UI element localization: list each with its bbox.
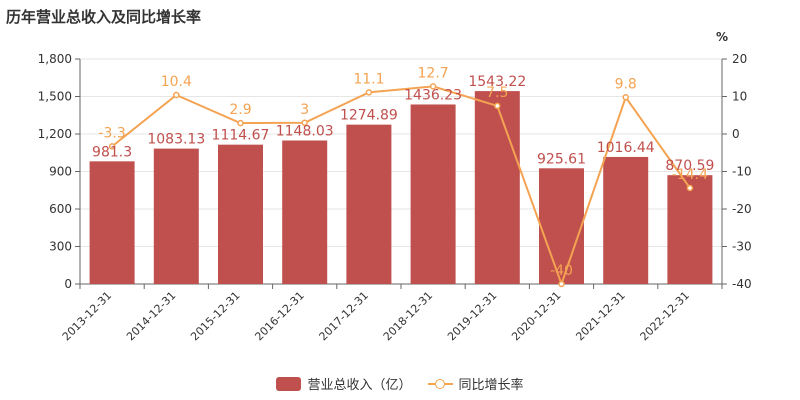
legend-bar-swatch <box>276 376 302 391</box>
y-right-tick-label: -10 <box>732 165 752 179</box>
line-point <box>686 184 694 192</box>
line-point <box>622 94 629 101</box>
line-value-label: 10.4 <box>161 74 192 90</box>
chart-legend: 营业总收入（亿） 同比增长率 <box>0 374 800 393</box>
bar-value-label: 1274.89 <box>340 108 398 124</box>
bar <box>539 168 584 284</box>
x-tick-label: 2020-12-31 <box>509 289 563 343</box>
bar-value-label: 981.3 <box>92 144 132 160</box>
y-right-tick-label: 20 <box>732 52 747 66</box>
legend-label-revenue: 营业总收入（亿） <box>307 378 412 393</box>
line-point <box>558 280 565 288</box>
x-tick-label: 2021-12-31 <box>573 289 627 343</box>
y-right-tick-label: -30 <box>732 240 752 254</box>
x-tick-label: 2022-12-31 <box>638 289 692 343</box>
y-right-tick-label: 0 <box>732 127 740 141</box>
line-value-label: 7.5 <box>486 85 508 101</box>
bar-value-label: 870.59 <box>665 158 714 174</box>
line-point <box>365 89 373 96</box>
bar <box>218 144 263 284</box>
line-value-label: 12.7 <box>418 65 449 81</box>
y-left-tick-label: 1,800 <box>38 52 72 66</box>
bar-value-label: 925.61 <box>537 151 586 167</box>
bar-value-label: 1083.13 <box>147 132 205 148</box>
bar <box>474 91 520 284</box>
bar <box>153 148 199 284</box>
line-point <box>301 119 308 126</box>
y-right-unit: % <box>716 30 728 44</box>
legend-label-growth: 同比增长率 <box>458 378 524 393</box>
line-point <box>173 91 180 99</box>
line-value-label: -3.3 <box>98 125 125 141</box>
x-tick-label: 2019-12-31 <box>445 289 499 343</box>
bar <box>89 161 135 284</box>
legend-item-revenue[interactable]: 营业总收入（亿） <box>276 374 412 393</box>
line-value-label: 9.8 <box>615 76 637 92</box>
line-point <box>108 143 116 150</box>
y-left-tick-label: 1,500 <box>38 90 72 104</box>
y-left-tick-label: 0 <box>64 277 72 291</box>
bar <box>410 104 456 284</box>
x-tick-label: 2017-12-31 <box>317 289 371 343</box>
x-tick-label: 2014-12-31 <box>124 289 178 343</box>
y-left-tick-label: 600 <box>49 202 72 216</box>
line-value-label: -14.4 <box>672 167 708 183</box>
x-tick-label: 2013-12-31 <box>60 289 114 343</box>
chart-title: 历年营业总收入及同比增长率 <box>6 8 202 26</box>
line-value-label: 2.9 <box>229 102 251 118</box>
growth-line <box>111 85 691 288</box>
bar-value-label: 1436.23 <box>404 87 462 103</box>
x-tick-label: 2015-12-31 <box>188 289 242 343</box>
legend-line-swatch <box>427 377 453 391</box>
y-right-tick-label: 10 <box>732 90 747 104</box>
y-left-tick-label: 300 <box>49 240 72 254</box>
y-right-tick-label: -40 <box>732 277 752 291</box>
y-left-tick-label: 1,200 <box>38 127 72 141</box>
line-value-label: -40 <box>550 263 573 279</box>
bar <box>282 140 328 284</box>
bar-value-label: 1543.22 <box>468 74 526 90</box>
line-value-label: 3 <box>300 102 309 118</box>
y-left-tick-label: 900 <box>49 165 72 179</box>
bar-value-label: 1148.03 <box>276 123 334 139</box>
bar-value-label: 1016.44 <box>597 140 655 156</box>
line-point <box>494 102 501 110</box>
line-point <box>429 83 437 90</box>
line-point <box>237 119 244 127</box>
x-tick-label: 2016-12-31 <box>252 289 306 343</box>
line-value-label: 11.1 <box>353 71 384 87</box>
y-right-tick-label: -20 <box>732 202 752 216</box>
legend-item-growth[interactable]: 同比增长率 <box>427 374 524 393</box>
bar-value-label: 1114.67 <box>212 128 270 144</box>
bar <box>603 156 649 284</box>
bar <box>667 175 713 284</box>
bar <box>346 124 392 284</box>
x-tick-label: 2018-12-31 <box>381 289 435 343</box>
